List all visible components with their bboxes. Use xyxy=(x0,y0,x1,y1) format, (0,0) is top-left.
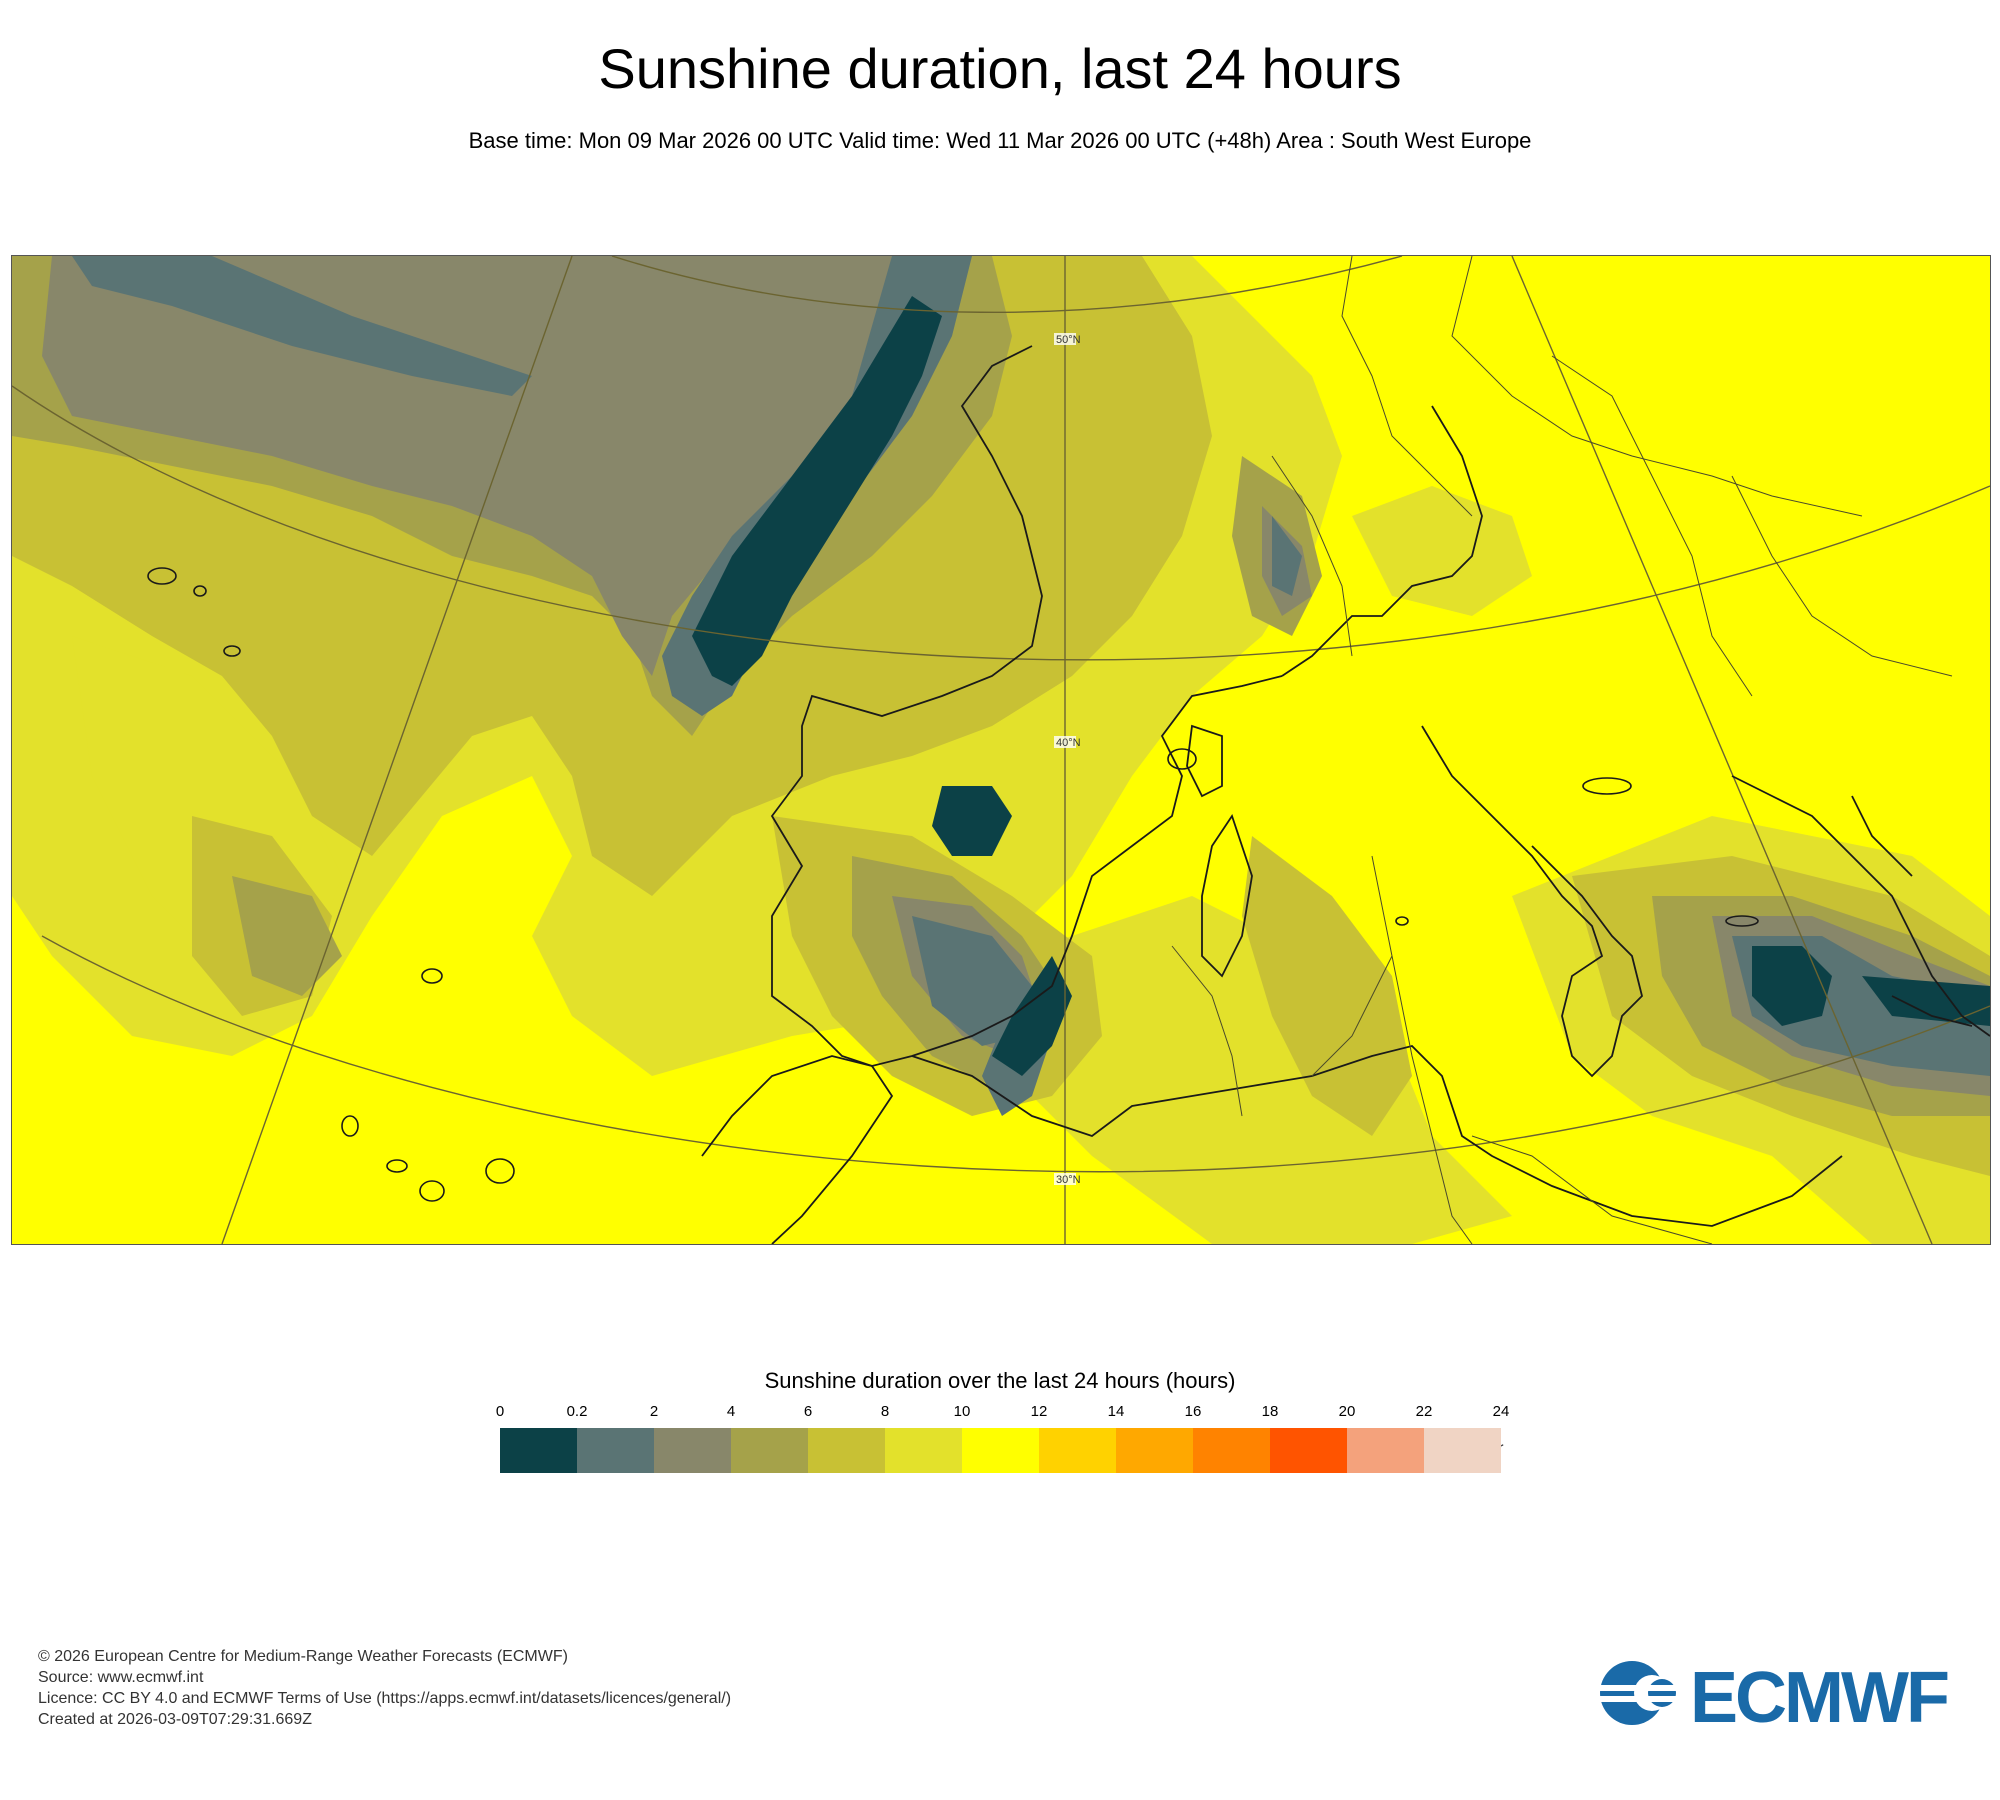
legend-swatch xyxy=(1270,1428,1347,1473)
legend-swatches xyxy=(500,1428,1501,1473)
map-subtitle: Base time: Mon 09 Mar 2026 00 UTC Valid … xyxy=(468,128,1532,153)
map-canvas: 50°N 40°N 30°N xyxy=(12,256,1990,1244)
ecmwf-logo-text: ECMWF xyxy=(1690,1658,1950,1738)
legend-swatch xyxy=(1424,1428,1501,1473)
legend-swatch xyxy=(808,1428,885,1473)
legend-tick: 6 xyxy=(803,1403,813,1420)
legend-swatch xyxy=(1116,1428,1193,1473)
legend-tick: 18 xyxy=(1261,1403,1279,1420)
legend-tick: 0.2 xyxy=(566,1403,588,1420)
legend-tick: 14 xyxy=(1107,1403,1125,1420)
legend-tick: 12 xyxy=(1030,1403,1048,1420)
lat-labels: 50°N 40°N 30°N xyxy=(1054,333,1081,1186)
lat-label-50: 50°N xyxy=(1056,334,1081,346)
footer-credits: © 2026 European Centre for Medium-Range … xyxy=(38,1646,731,1730)
legend-swatch xyxy=(1039,1428,1116,1473)
sunshine-map: 50°N 40°N 30°N xyxy=(11,255,1991,1245)
legend-swatch xyxy=(731,1428,808,1473)
color-legend: 0 0.2 2 4 6 8 10 12 14 16 18 20 22 24 -h… xyxy=(496,1403,1509,1473)
ecmwf-logo-icon xyxy=(1590,1661,1690,1725)
country-borders xyxy=(1171,256,1953,1244)
lat-label-40: 40°N xyxy=(1056,737,1081,749)
coastlines xyxy=(701,345,1990,1244)
legend-tick: 20 xyxy=(1338,1403,1356,1420)
legend-swatch xyxy=(885,1428,962,1473)
legend-tick: 22 xyxy=(1415,1403,1433,1420)
legend-tick: 16 xyxy=(1184,1403,1202,1420)
graticule xyxy=(12,256,1990,1244)
footer-created: Created at 2026-03-09T07:29:31.669Z xyxy=(38,1711,312,1728)
legend-tick: 24 xyxy=(1492,1403,1510,1420)
legend-tick: 10 xyxy=(953,1403,971,1420)
legend-tick: 8 xyxy=(880,1403,890,1420)
islands xyxy=(147,567,1759,1202)
legend-swatch xyxy=(962,1428,1039,1473)
legend-tick: 0 xyxy=(495,1403,505,1420)
lat-label-30: 30°N xyxy=(1056,1174,1081,1186)
legend-swatch xyxy=(500,1428,577,1473)
map-title: Sunshine duration, last 24 hours xyxy=(598,37,1402,100)
footer-source: Source: www.ecmwf.int xyxy=(38,1669,204,1686)
ecmwf-logo: ECMWF xyxy=(1590,1655,1970,1738)
legend-swatch xyxy=(577,1428,654,1473)
legend-tick: 4 xyxy=(726,1403,736,1420)
legend-swatch xyxy=(1347,1428,1424,1473)
legend-swatch xyxy=(654,1428,731,1473)
legend-title: Sunshine duration over the last 24 hours… xyxy=(764,1368,1236,1393)
legend-swatch xyxy=(1193,1428,1270,1473)
footer-licence: Licence: CC BY 4.0 and ECMWF Terms of Us… xyxy=(38,1690,732,1707)
footer-copyright: © 2026 European Centre for Medium-Range … xyxy=(38,1648,568,1665)
legend-tick: 2 xyxy=(649,1403,659,1420)
